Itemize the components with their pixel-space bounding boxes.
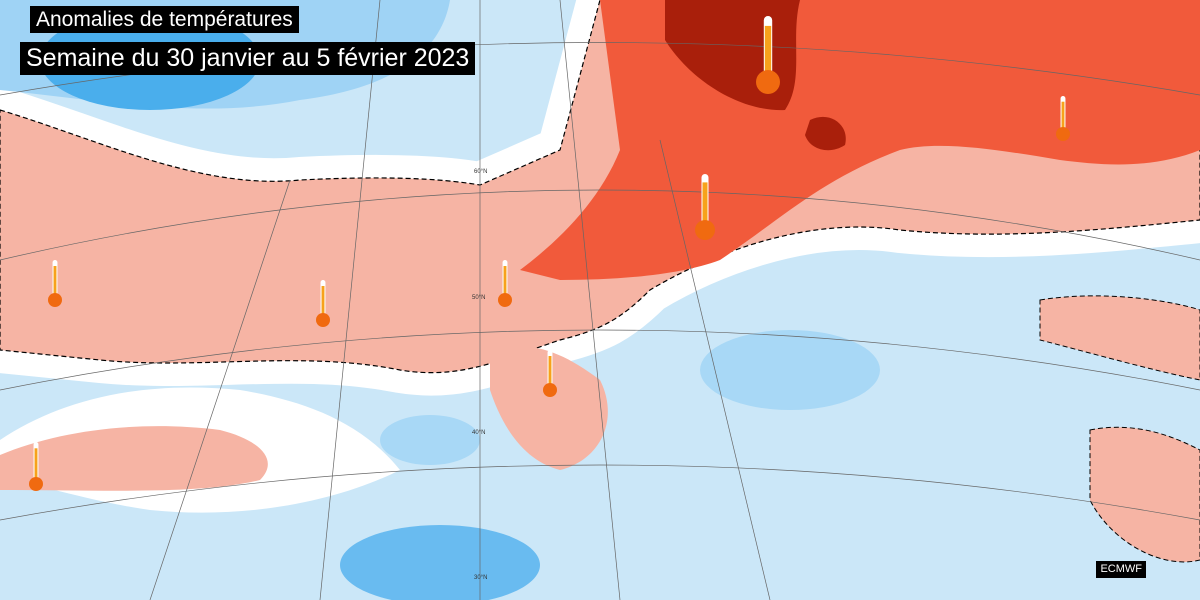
thermometers <box>29 16 1070 491</box>
thermometer-bulb <box>29 477 43 491</box>
meridian <box>319 0 381 600</box>
thermometer-icon <box>1056 96 1070 141</box>
thermometer-icon <box>695 174 715 240</box>
thermometer-bulb <box>498 293 512 307</box>
latitude-label: 60°N <box>474 169 487 175</box>
meridian <box>659 139 771 600</box>
credit: ECMWF <box>1096 561 1146 578</box>
thermometer-fill <box>321 286 325 320</box>
thermometer-icon <box>543 350 557 397</box>
latitude-label: 40°N <box>472 430 485 436</box>
latitude-label: 50°N <box>472 295 485 301</box>
cold-anomaly <box>380 415 480 465</box>
map-title: Anomalies de températures <box>30 6 299 33</box>
parallel <box>0 329 1200 391</box>
thermometer-bulb <box>756 70 780 94</box>
thermometer-fill <box>764 25 772 82</box>
thermometer-bulb <box>1056 127 1070 141</box>
warm-anomaly <box>490 346 608 470</box>
strong-cold-anomaly <box>340 525 540 600</box>
meridian <box>149 179 291 600</box>
warm-anomaly <box>1039 295 1200 381</box>
thermometer-fill <box>503 266 507 300</box>
thermometer-bulb <box>543 383 557 397</box>
extreme-warm-anomaly <box>805 116 846 151</box>
thermometer-bulb <box>695 220 715 240</box>
parallel <box>0 189 1200 261</box>
thermometer-bulb <box>316 313 330 327</box>
map-subtitle: Semaine du 30 janvier au 5 février 2023 <box>20 42 476 75</box>
latitude-labels: 60°N 50°N 40°N 30°N <box>472 169 487 581</box>
thermometer-fill <box>53 266 57 300</box>
thermometer-icon <box>756 16 780 94</box>
thermometer-fill <box>1061 101 1065 134</box>
thermometer-fill <box>34 448 38 484</box>
thermometer-icon <box>29 442 43 491</box>
thermometer-icon <box>316 280 330 327</box>
cold-anomaly <box>700 330 880 410</box>
thermometer-fill <box>548 356 552 390</box>
parallel <box>0 464 1200 521</box>
thermometer-icon <box>498 260 512 307</box>
warm-anomaly <box>0 426 268 491</box>
thermometer-fill <box>702 182 708 230</box>
thermometer-bulb <box>48 293 62 307</box>
latitude-label: 30°N <box>474 575 487 581</box>
meridian <box>559 0 621 600</box>
thermometer-icon <box>48 260 62 307</box>
